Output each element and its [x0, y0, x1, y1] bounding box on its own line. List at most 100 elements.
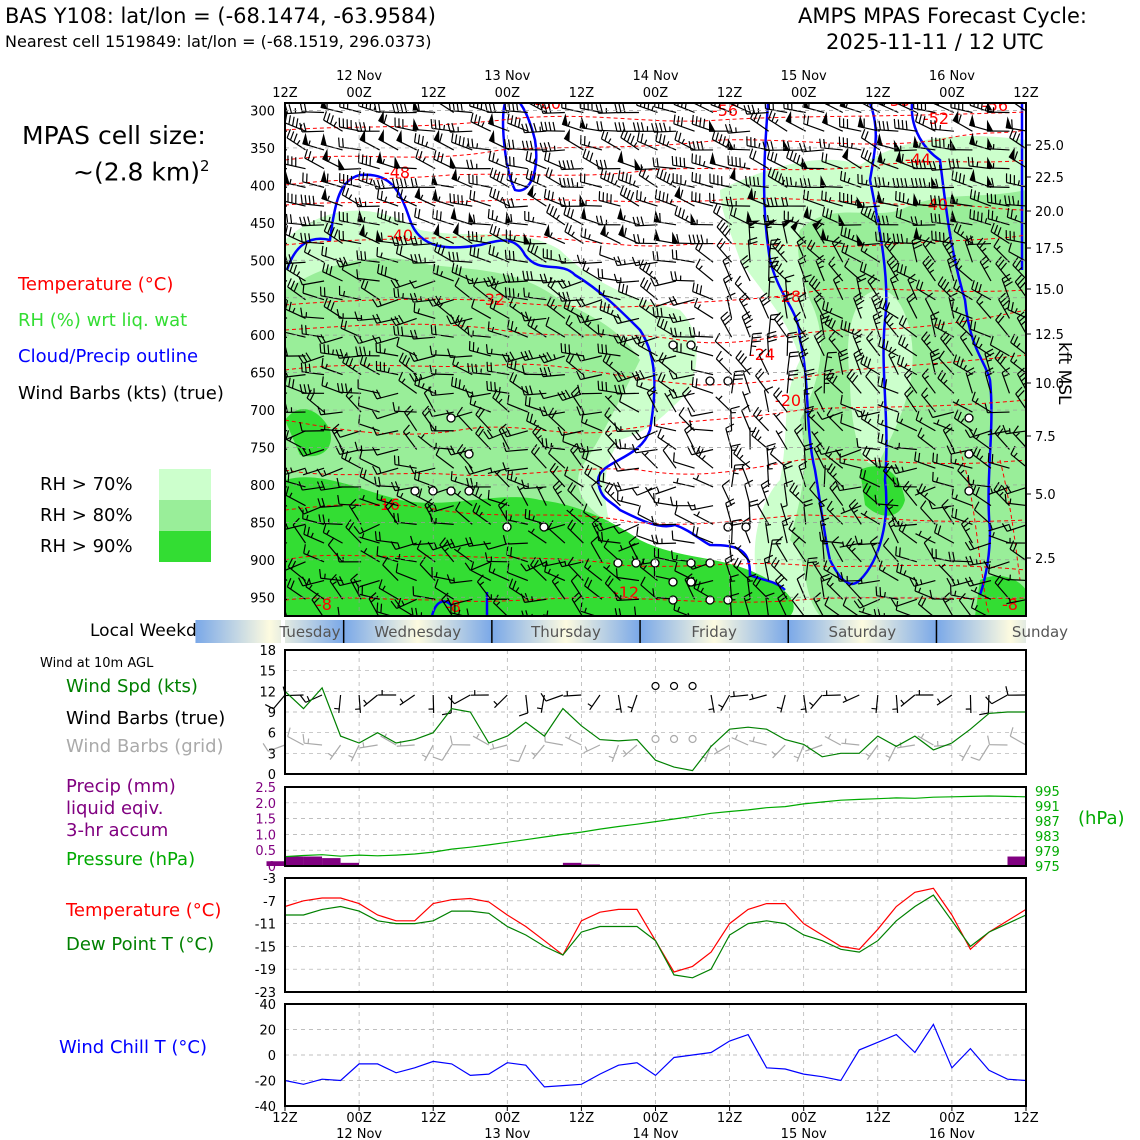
y-tick-label: -15	[255, 940, 276, 955]
wind-barb	[615, 438, 640, 451]
wind-barb	[471, 298, 492, 319]
pressure-tick-label: 500	[250, 254, 275, 269]
weekday-cell	[195, 620, 344, 643]
wind-barb	[597, 324, 621, 338]
wind-barb	[959, 330, 973, 357]
wind-barb	[874, 176, 899, 188]
rh-swatch-90	[159, 531, 211, 562]
y-tick-label: 0	[268, 860, 276, 875]
calm-marker-grid	[651, 734, 660, 744]
wind-barb	[566, 508, 584, 525]
wind-barb	[652, 157, 677, 170]
precip-bar	[340, 862, 360, 866]
wind-barb	[329, 573, 344, 600]
wind-barb	[452, 222, 473, 245]
wind-barb	[358, 223, 380, 245]
wind-barb	[447, 122, 473, 133]
wind-barb	[523, 232, 547, 245]
height-tick-label: 22.5	[1035, 171, 1064, 186]
wind-barb	[563, 128, 584, 151]
wind-barb	[831, 236, 844, 263]
y-tick-label: 18	[259, 644, 276, 659]
pressure-tick-label: 300	[250, 104, 275, 119]
wind-barb	[632, 216, 658, 227]
wind-barb	[917, 483, 936, 507]
y-tick-label: 3	[268, 747, 276, 762]
cell-size-exponent: 2	[200, 157, 210, 175]
wind-barb	[915, 530, 936, 544]
wind-barb	[582, 148, 603, 170]
wind-barb	[540, 121, 565, 132]
surface-wind-barb-grid	[565, 734, 582, 746]
bottom-date-tick-label: 12 Nov	[336, 1127, 382, 1140]
wind-barb	[853, 598, 881, 609]
wind-barb	[766, 330, 777, 356]
wind-barb	[857, 115, 880, 132]
wind-barb	[396, 129, 417, 151]
rh-swatch-80	[159, 500, 211, 531]
wind-barb	[796, 236, 807, 263]
wind-barb	[691, 377, 714, 394]
wind-barb	[715, 350, 733, 376]
wind-barb	[617, 170, 640, 188]
wind-barb	[546, 296, 566, 319]
wind-barb	[297, 446, 325, 457]
wind-barb	[658, 352, 677, 376]
upper-air-wind-barbs	[285, 103, 1026, 616]
wind-barb	[672, 452, 695, 469]
wind-barb	[466, 477, 491, 488]
top-hour-tick-label: 12Z	[1013, 86, 1039, 101]
wind-barb	[826, 575, 844, 600]
wind-barb	[1005, 574, 1026, 582]
wind-barb	[465, 536, 491, 547]
wind-barb	[331, 423, 344, 450]
wind-barb	[729, 205, 751, 226]
wind-barb	[476, 574, 492, 600]
wind-barb	[781, 196, 806, 207]
wind-barb	[565, 352, 584, 376]
wind-barb	[562, 432, 584, 451]
surface-wind-barb	[378, 690, 397, 696]
wind-barb	[948, 158, 973, 170]
wind-barb	[631, 443, 658, 454]
height-tick-label: 7.5	[1035, 430, 1056, 445]
wind-barb	[824, 446, 844, 469]
wind-barb	[431, 188, 454, 207]
wind-barb	[857, 578, 880, 585]
wind-barb	[692, 525, 714, 544]
wind-barb	[853, 292, 865, 319]
wind-barb	[579, 194, 602, 207]
wind-barb	[768, 110, 788, 132]
calm-marker	[464, 486, 474, 496]
calm-marker	[688, 681, 697, 691]
wind-barb	[952, 354, 973, 376]
wind-barb	[410, 235, 436, 246]
surface-wind-barb-grid	[987, 735, 1008, 746]
wind-barb	[693, 297, 714, 319]
wind-barb	[595, 215, 621, 226]
y-tick-label-right: 975	[1035, 860, 1060, 875]
wind-barb	[520, 350, 547, 361]
temperature-panel: -3 -7 -11 -15 -19 -23	[255, 872, 1027, 1001]
wind-barb	[987, 209, 1010, 226]
wind-barb	[896, 355, 918, 376]
top-hour-tick-label: 00Z	[643, 86, 669, 101]
calm-marker	[651, 681, 660, 691]
wind-barb	[938, 350, 955, 376]
wind-barb	[303, 525, 325, 544]
wind-barb	[614, 422, 639, 433]
wind-barb	[619, 185, 640, 207]
wind-barb	[354, 197, 380, 208]
wind-barb	[378, 579, 399, 600]
y-tick-label: 6	[268, 727, 276, 742]
surface-wind-barb	[979, 694, 990, 716]
calm-marker-grid	[669, 734, 679, 744]
wind-barb	[285, 486, 306, 507]
wind-barb	[415, 149, 436, 170]
wind-barb	[955, 313, 973, 338]
wind-barb	[653, 416, 677, 432]
wind-barb	[355, 122, 380, 132]
wind-barb	[910, 216, 936, 226]
wind-barb	[820, 227, 843, 245]
wind-barb	[741, 391, 751, 413]
